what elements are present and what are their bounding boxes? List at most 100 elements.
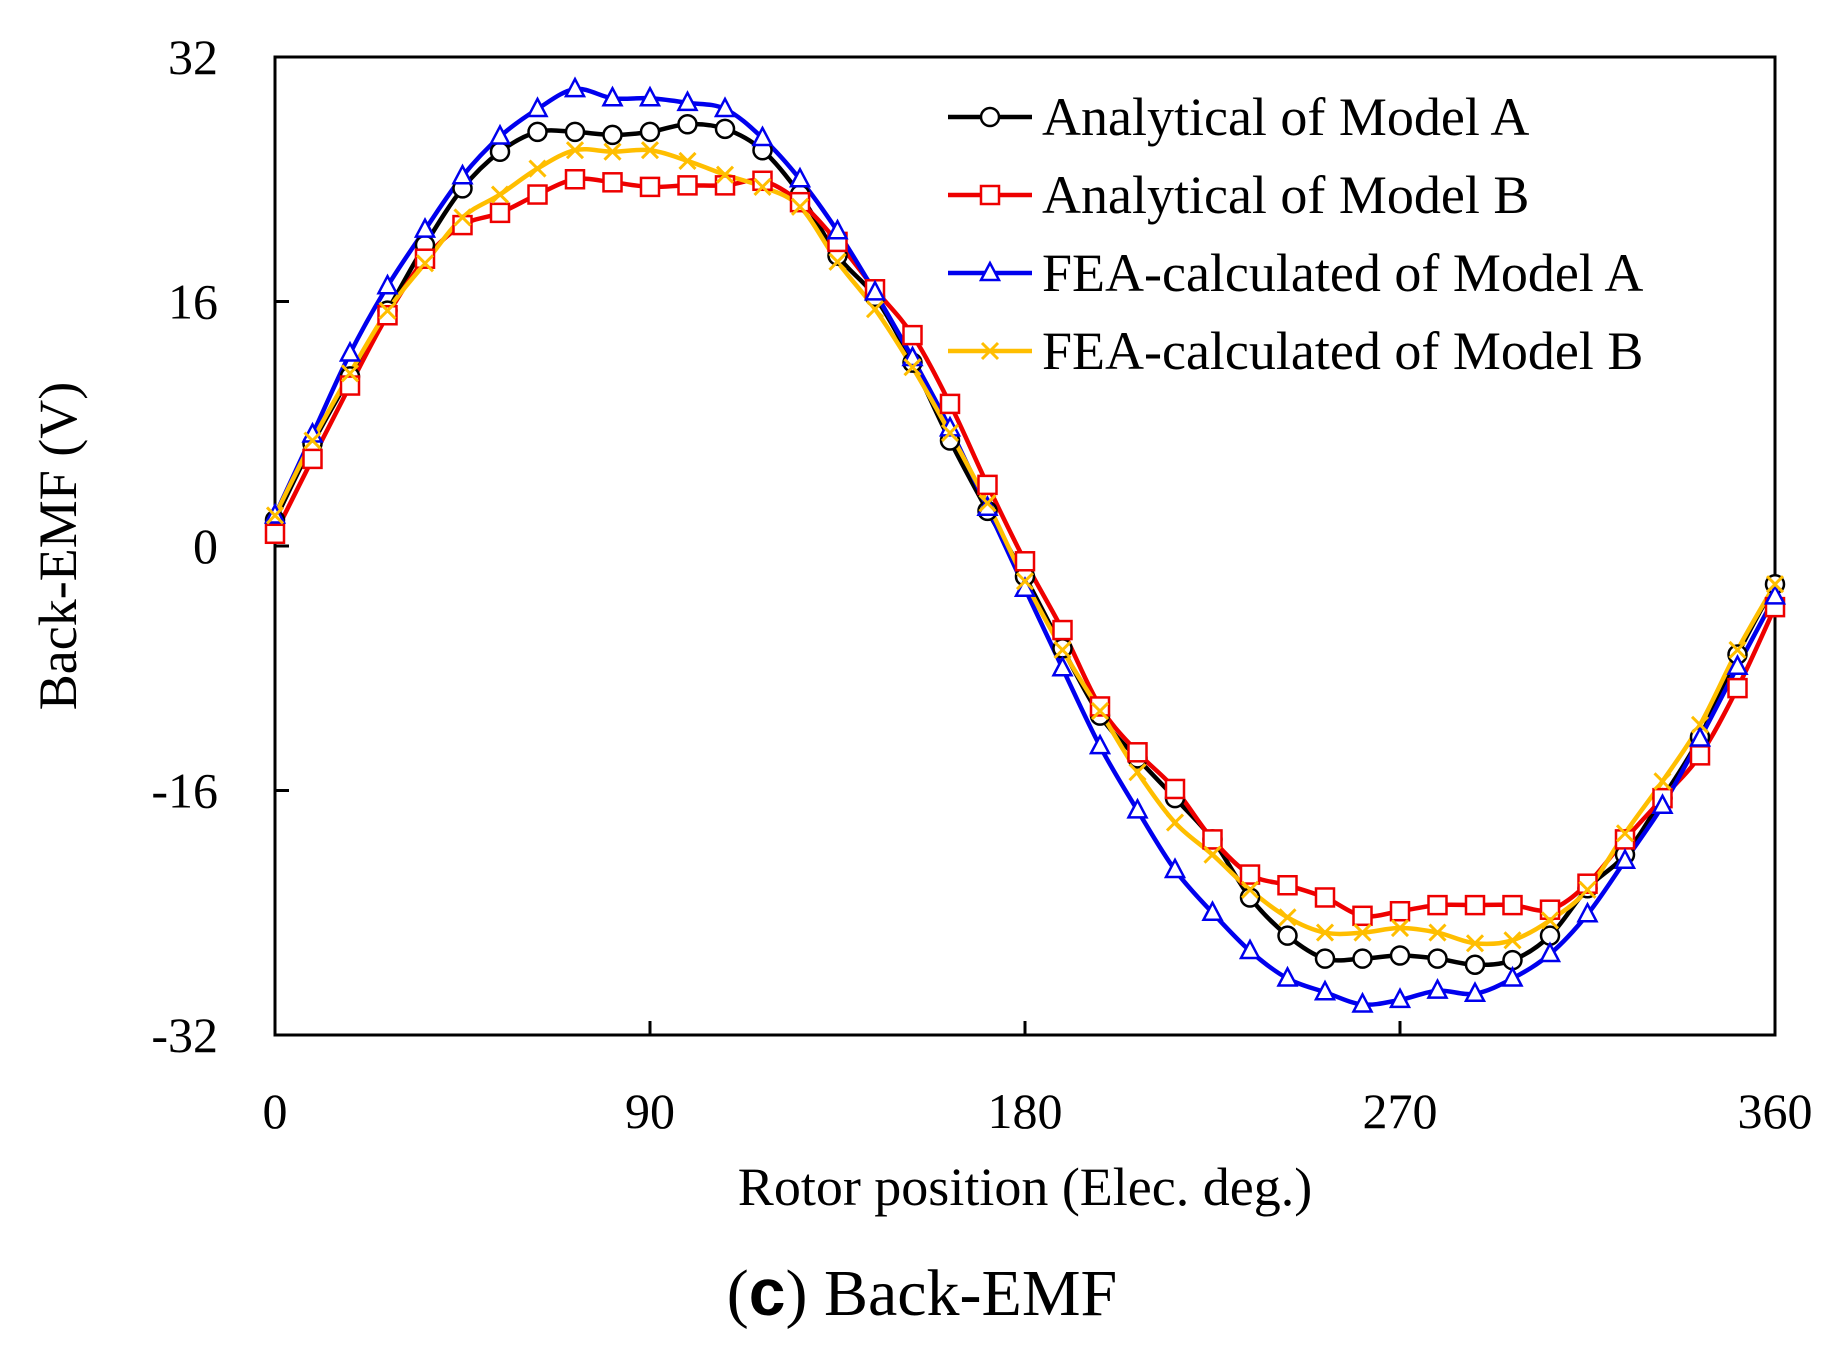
tick-marks xyxy=(275,300,1402,1035)
series-2-point xyxy=(264,523,286,545)
series-4-point xyxy=(715,165,735,184)
series-3-point xyxy=(1201,900,1224,921)
series-3-point xyxy=(488,123,512,145)
series-4-point xyxy=(1690,715,1710,734)
series-4-point xyxy=(1203,845,1222,864)
series-3-point xyxy=(1126,797,1149,819)
series-2-point xyxy=(1352,905,1373,927)
legend-marker-4 xyxy=(980,341,1000,361)
series-3-point xyxy=(526,96,549,118)
series-4-point xyxy=(1615,824,1635,843)
series-3-point xyxy=(863,279,887,301)
series-4-point xyxy=(865,300,885,319)
series-3-point xyxy=(1651,793,1674,815)
series-4-point xyxy=(828,252,847,271)
series-2-point xyxy=(752,170,773,192)
series-2-point xyxy=(1314,887,1336,908)
series-2-point xyxy=(1427,894,1448,916)
y-tick-label: -16 xyxy=(151,763,218,819)
y-tick-label: 32 xyxy=(168,29,218,85)
legend-marker-1 xyxy=(979,106,1001,128)
series-3-point xyxy=(1163,857,1187,879)
series-layer xyxy=(275,86,1775,1007)
x-tick-label: 90 xyxy=(625,1083,675,1139)
series-4-point xyxy=(1315,923,1335,942)
series-2-point xyxy=(1239,864,1261,885)
series-4-point xyxy=(1053,640,1072,659)
series-4-point xyxy=(1728,640,1747,659)
x-tick-label: 270 xyxy=(1363,1083,1438,1139)
series-4-point xyxy=(1015,572,1035,591)
caption-text: Back-EMF xyxy=(824,1257,1117,1330)
legend: Analytical of Model A Analytical of Model… xyxy=(948,87,1643,381)
series-1-point xyxy=(639,121,661,143)
series-4-point xyxy=(1128,763,1147,782)
series-3-point xyxy=(1388,987,1412,1009)
series-1-point xyxy=(1277,925,1298,946)
series-4-point xyxy=(378,301,397,320)
series-line-2 xyxy=(275,176,1775,919)
series-1-point xyxy=(1464,954,1486,975)
series-4-point xyxy=(1578,880,1597,899)
series-2-point xyxy=(677,175,698,196)
series-3-point xyxy=(1088,733,1112,755)
series-1-point xyxy=(489,141,511,162)
series-3-point xyxy=(1426,978,1449,999)
series-2-point xyxy=(414,248,436,269)
series-3-point xyxy=(638,85,662,107)
series-4-point xyxy=(528,159,547,178)
series-4-point xyxy=(940,423,960,442)
series-3-point xyxy=(1613,848,1637,870)
figure-caption: (c) Back-EMF xyxy=(727,1255,1117,1330)
series-3-point xyxy=(413,217,437,238)
series-3-point xyxy=(713,96,737,118)
markers-layer xyxy=(263,76,1787,1013)
series-4-point xyxy=(1653,772,1672,791)
y-axis-title: Back-EMF (V) xyxy=(28,382,88,710)
series-3-point xyxy=(676,90,699,112)
series-4-point xyxy=(790,197,810,216)
series-2-point xyxy=(1727,677,1748,699)
x-tick-label: 180 xyxy=(988,1083,1063,1139)
series-2-point xyxy=(1014,551,1036,572)
series-3-point xyxy=(451,163,474,185)
series-1-point xyxy=(714,118,736,140)
series-4-point xyxy=(565,141,585,160)
series-1-point xyxy=(1427,948,1448,969)
series-2-point xyxy=(1502,894,1523,916)
series-2-point xyxy=(602,172,623,193)
legend-label-4: FEA-calculated of Model B xyxy=(1042,321,1643,381)
series-2-point xyxy=(1277,874,1298,896)
series-3-point xyxy=(563,76,587,98)
series-4-point xyxy=(603,142,622,161)
series-3-point xyxy=(788,166,812,188)
series-2-point xyxy=(1689,745,1711,766)
series-3-point xyxy=(601,85,624,107)
series-3-point xyxy=(1763,583,1787,605)
series-1-point xyxy=(1389,945,1411,966)
series-3-point xyxy=(1688,725,1712,747)
caption-paren-open: ( xyxy=(727,1257,749,1330)
series-4-point xyxy=(903,358,922,377)
series-4-point xyxy=(1765,575,1785,594)
series-4-point xyxy=(340,364,360,383)
series-2-point xyxy=(377,305,398,326)
series-2-point xyxy=(902,324,923,346)
series-2-point xyxy=(1127,742,1148,763)
series-3-point xyxy=(1463,981,1487,1002)
series-2-point xyxy=(639,176,661,198)
series-4-point xyxy=(415,254,435,273)
x-tick-label: 0 xyxy=(263,1083,288,1139)
series-2-point xyxy=(1577,873,1598,894)
y-tick-label: 16 xyxy=(168,274,218,330)
series-4-point xyxy=(490,185,510,204)
series-2-point xyxy=(977,474,998,496)
y-tick-labels: 32 16 0 -16 -32 xyxy=(151,29,218,1063)
series-3-point xyxy=(1051,655,1074,677)
series-4-point xyxy=(978,494,997,513)
series-2-point xyxy=(339,375,361,396)
series-2-point xyxy=(489,202,511,224)
series-2-point xyxy=(939,393,961,415)
series-3-point xyxy=(376,273,399,295)
